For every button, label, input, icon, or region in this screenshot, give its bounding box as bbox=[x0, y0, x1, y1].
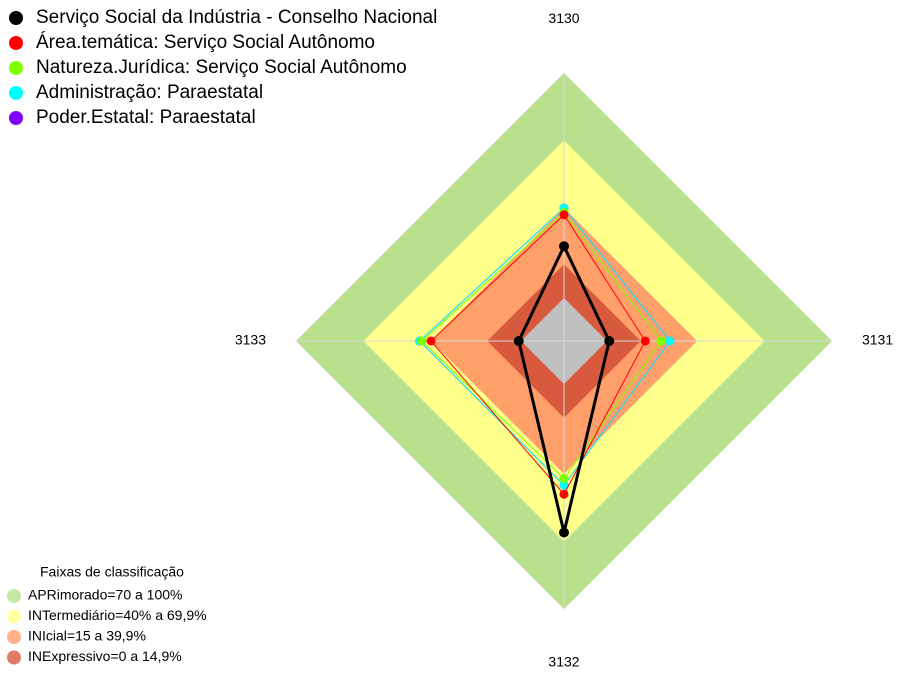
band-legend-marker bbox=[7, 650, 21, 665]
band-legend-marker bbox=[7, 609, 21, 624]
point bbox=[426, 336, 436, 346]
legend-marker bbox=[9, 61, 23, 75]
point bbox=[656, 336, 666, 346]
band-legend-label: INIcial=15 a 39,9% bbox=[28, 628, 146, 644]
point bbox=[665, 336, 675, 346]
band-legend-marker bbox=[7, 630, 21, 644]
legend-marker bbox=[9, 111, 23, 125]
band-legend-label: INTermediário=40% a 69,9% bbox=[28, 607, 207, 623]
legend-label: Serviço Social da Indústria - Conselho N… bbox=[36, 7, 437, 28]
point bbox=[559, 480, 569, 490]
axis-label: 3132 bbox=[548, 653, 579, 669]
point bbox=[559, 527, 569, 538]
legend-label: Natureza.Jurídica: Serviço Social Autôno… bbox=[36, 57, 407, 78]
legend-label: Administração: Paraestatal bbox=[36, 82, 263, 103]
band-legend-label: INExpressivo=0 a 14,9% bbox=[28, 648, 182, 664]
point bbox=[640, 336, 650, 346]
band-legend-label: APRimorado=70 a 100% bbox=[28, 587, 183, 603]
point bbox=[513, 336, 524, 346]
point bbox=[559, 474, 569, 483]
axis-label: 3131 bbox=[862, 332, 893, 348]
point bbox=[417, 336, 427, 346]
legend-label: Poder.Estatal: Paraestatal bbox=[36, 107, 256, 128]
legend-marker bbox=[9, 36, 23, 50]
band-legend-marker bbox=[7, 589, 21, 603]
axis-label: 3130 bbox=[548, 10, 579, 26]
point bbox=[559, 241, 569, 252]
point bbox=[559, 210, 569, 220]
legend-marker bbox=[9, 86, 23, 100]
point bbox=[604, 336, 615, 346]
legend-marker bbox=[9, 11, 23, 25]
bands-title: Faixas de classificação bbox=[40, 564, 184, 580]
legend-label: Área.temática: Serviço Social Autônomo bbox=[36, 32, 375, 53]
point bbox=[559, 489, 569, 499]
axis-label: 3133 bbox=[235, 332, 266, 348]
